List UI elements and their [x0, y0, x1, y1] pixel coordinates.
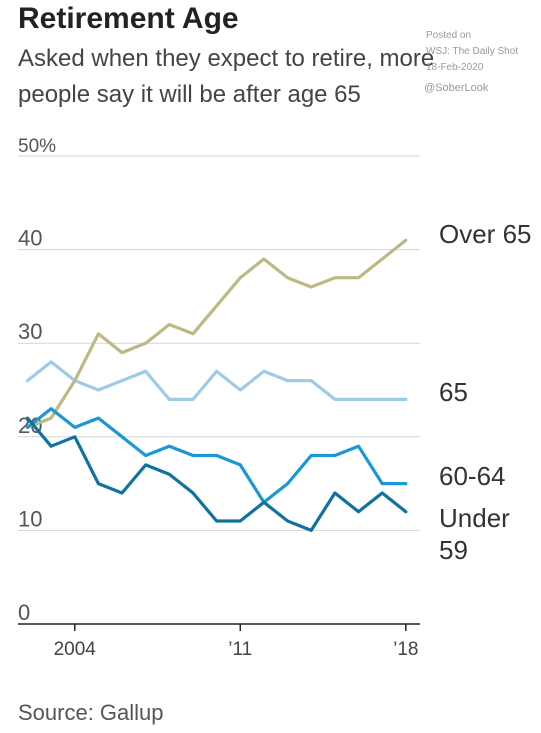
watermark-line-1: Posted on [426, 30, 472, 41]
x-tick-label: ’18 [393, 639, 418, 660]
watermark-line-3: 18-Feb-2020 [426, 62, 484, 73]
series-label: 65 [439, 377, 468, 407]
chart-subtitle-line-2: people say it will be after age 65 [18, 81, 361, 108]
y-tick-label: 10 [18, 506, 42, 531]
series-label: 60-64 [439, 461, 506, 491]
x-tick-label: ’11 [228, 639, 252, 660]
chart-subtitle-line-1: Asked when they expect to retire, more [18, 45, 435, 72]
watermark-line-2: WSJ: The Daily Shot [426, 46, 519, 57]
chart-title: Retirement Age [18, 2, 239, 35]
x-tick-label: 2004 [54, 639, 97, 660]
series-line [25, 407, 408, 504]
y-tick-label: 30 [18, 319, 42, 344]
watermark-line-4: @SoberLook [424, 82, 489, 94]
series-label: Over 65 [439, 219, 532, 249]
series-label: Under [439, 503, 510, 533]
series-line [25, 238, 408, 429]
y-tick-label: 40 [18, 226, 42, 251]
series-line [25, 360, 408, 401]
y-tick-label: 0 [18, 600, 30, 625]
y-tick-label: 50% [18, 136, 56, 157]
series-line [25, 416, 408, 533]
source-note: Source: Gallup [18, 700, 164, 725]
series-label: 59 [439, 535, 468, 565]
